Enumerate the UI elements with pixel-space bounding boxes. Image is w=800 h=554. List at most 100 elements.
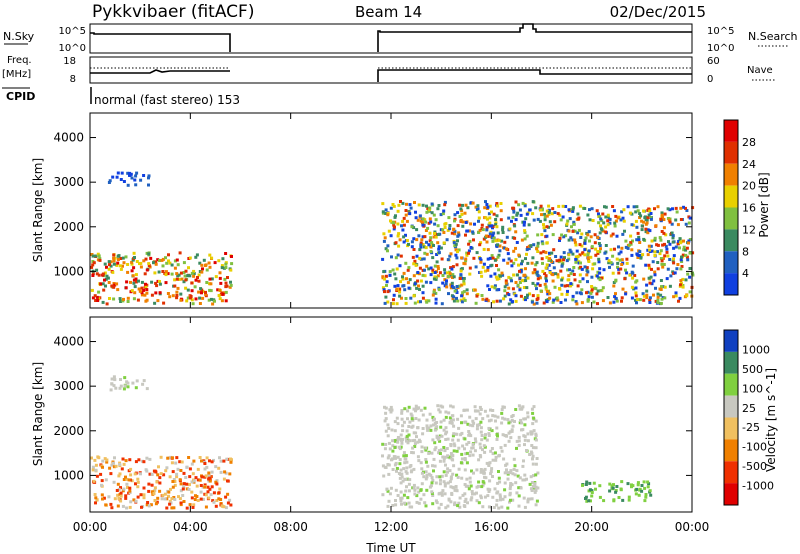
range-gate-cell bbox=[457, 231, 461, 235]
range-gate-cell bbox=[611, 271, 615, 275]
range-gate-cell bbox=[384, 247, 388, 251]
range-gate-cell bbox=[666, 207, 670, 211]
range-gate-cell bbox=[486, 284, 490, 288]
range-gate-cell bbox=[478, 405, 482, 409]
range-gate-cell bbox=[649, 217, 653, 221]
range-gate-cell bbox=[488, 232, 492, 236]
range-gate-cell bbox=[218, 456, 221, 460]
range-gate-cell bbox=[158, 282, 162, 286]
range-gate-cell bbox=[614, 297, 618, 301]
range-gate-cell bbox=[446, 454, 450, 458]
range-gate-cell bbox=[477, 210, 481, 214]
range-gate-cell bbox=[390, 255, 393, 259]
range-gate-cell bbox=[391, 439, 395, 443]
range-gate-cell bbox=[122, 387, 126, 391]
range-gate-cell bbox=[191, 302, 195, 306]
range-gate-cell bbox=[400, 438, 403, 442]
range-gate-cell bbox=[508, 491, 512, 495]
range-gate-cell bbox=[455, 285, 459, 288]
range-gate-cell bbox=[500, 449, 504, 453]
range-gate-cell bbox=[478, 243, 482, 247]
range-gate-cell bbox=[130, 479, 134, 483]
range-gate-cell bbox=[439, 404, 443, 408]
range-gate-cell bbox=[154, 291, 158, 295]
range-gate-cell bbox=[192, 479, 196, 483]
range-gate-cell bbox=[423, 218, 427, 222]
range-gate-cell bbox=[412, 226, 416, 230]
range-gate-cell bbox=[619, 267, 623, 271]
range-gate-cell bbox=[210, 460, 214, 464]
range-gate-cell bbox=[586, 298, 590, 302]
range-gate-cell bbox=[448, 416, 452, 420]
nave-tick-bottom: 0 bbox=[707, 74, 713, 85]
range-gate-cell bbox=[230, 262, 234, 266]
range-gate-cell bbox=[444, 463, 447, 467]
range-gate-cell bbox=[465, 442, 469, 446]
range-gate-cell bbox=[440, 491, 444, 495]
range-gate-cell bbox=[483, 269, 487, 273]
range-gate-cell bbox=[437, 288, 441, 292]
range-gate-cell bbox=[431, 256, 435, 260]
range-gate-cell bbox=[430, 490, 434, 494]
range-gate-cell bbox=[460, 300, 464, 304]
range-gate-cell bbox=[645, 296, 649, 300]
range-gate-cell bbox=[455, 256, 459, 260]
range-gate-cell bbox=[446, 228, 450, 232]
range-gate-cell bbox=[214, 504, 218, 508]
range-gate-cell bbox=[599, 224, 602, 228]
range-gate-cell bbox=[449, 475, 453, 479]
range-gate-cell bbox=[596, 302, 599, 306]
range-gate-cell bbox=[176, 467, 180, 471]
range-gate-cell bbox=[672, 271, 676, 275]
range-gate-cell bbox=[139, 493, 143, 497]
nsky-tick-bottom: 10^0 bbox=[59, 43, 86, 54]
range-gate-cell bbox=[486, 414, 490, 418]
range-gate-cell bbox=[182, 261, 186, 265]
range-gate-cell bbox=[400, 441, 404, 445]
range-gate-cell bbox=[648, 298, 652, 302]
range-gate-cell bbox=[558, 236, 562, 240]
range-gate-cell bbox=[573, 241, 577, 245]
range-gate-cell bbox=[413, 442, 417, 446]
range-gate-cell bbox=[520, 407, 524, 411]
range-gate-cell bbox=[514, 218, 518, 222]
range-gate-cell bbox=[173, 483, 177, 487]
range-gate-cell bbox=[178, 251, 182, 255]
range-gate-cell bbox=[175, 472, 179, 476]
range-gate-cell bbox=[405, 239, 409, 242]
range-gate-cell bbox=[465, 288, 469, 292]
range-gate-cell bbox=[502, 457, 506, 461]
colorbar-segment bbox=[724, 373, 738, 396]
range-gate-cell bbox=[424, 280, 428, 284]
range-gate-cell bbox=[490, 467, 494, 471]
range-gate-cell bbox=[430, 241, 434, 245]
velocity-scatter bbox=[90, 375, 653, 510]
range-gate-cell bbox=[610, 484, 614, 488]
range-gate-cell bbox=[648, 296, 652, 300]
range-gate-cell bbox=[205, 281, 209, 284]
range-gate-cell bbox=[585, 273, 589, 277]
range-gate-cell bbox=[684, 222, 688, 226]
range-gate-cell bbox=[444, 455, 448, 459]
range-gate-cell bbox=[567, 238, 571, 242]
range-gate-cell bbox=[113, 456, 116, 460]
range-gate-cell bbox=[396, 438, 400, 442]
range-gate-cell bbox=[404, 261, 408, 265]
range-gate-cell bbox=[187, 456, 191, 459]
range-gate-cell bbox=[650, 267, 653, 271]
range-gate-cell bbox=[596, 250, 600, 253]
range-gate-cell bbox=[142, 486, 146, 490]
range-gate-cell bbox=[684, 206, 687, 210]
range-gate-cell bbox=[384, 295, 388, 299]
range-gate-cell bbox=[523, 435, 527, 439]
range-gate-cell bbox=[402, 467, 406, 471]
range-gate-cell bbox=[596, 270, 600, 274]
range-gate-cell bbox=[534, 446, 538, 450]
range-gate-cell bbox=[390, 408, 394, 412]
range-gate-cell bbox=[425, 488, 429, 492]
range-gate-cell bbox=[520, 262, 523, 266]
range-gate-cell bbox=[173, 278, 177, 282]
range-gate-cell bbox=[460, 457, 464, 461]
range-gate-cell bbox=[548, 271, 552, 275]
range-gate-cell bbox=[644, 495, 648, 499]
